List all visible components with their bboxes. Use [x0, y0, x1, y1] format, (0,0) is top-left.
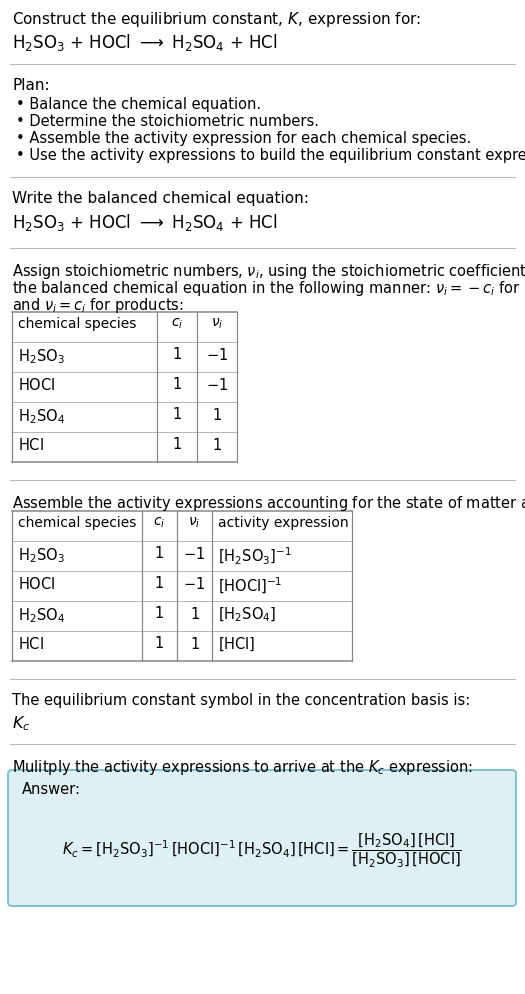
Text: $c_i$: $c_i$	[171, 317, 183, 331]
Text: $\nu_i$: $\nu_i$	[188, 516, 201, 531]
Text: $-1$: $-1$	[206, 377, 228, 393]
Text: Answer:: Answer:	[22, 782, 81, 797]
Text: $-1$: $-1$	[183, 576, 206, 592]
Text: • Assemble the activity expression for each chemical species.: • Assemble the activity expression for e…	[16, 131, 471, 146]
Text: $\mathrm{H_2SO_4}$: $\mathrm{H_2SO_4}$	[18, 606, 65, 624]
Text: chemical species: chemical species	[18, 516, 136, 530]
Text: $[\mathrm{H_2SO_4}]$: $[\mathrm{H_2SO_4}]$	[218, 606, 276, 624]
Text: Plan:: Plan:	[12, 78, 50, 93]
Text: $-1$: $-1$	[206, 347, 228, 363]
Text: $K_c$: $K_c$	[12, 714, 30, 733]
Text: 1: 1	[172, 437, 182, 452]
Text: 1: 1	[155, 636, 164, 651]
Text: 1: 1	[155, 546, 164, 561]
Text: Assemble the activity expressions accounting for the state of matter and $\nu_i$: Assemble the activity expressions accoun…	[12, 494, 525, 513]
Text: $\mathrm{H_2SO_3}$ + HOCl $\longrightarrow$ $\mathrm{H_2SO_4}$ + HCl: $\mathrm{H_2SO_3}$ + HOCl $\longrightarr…	[12, 32, 278, 53]
Text: $\nu_i$: $\nu_i$	[211, 317, 223, 331]
FancyBboxPatch shape	[8, 770, 516, 906]
Text: $\mathrm{H_2SO_3}$ + HOCl $\longrightarrow$ $\mathrm{H_2SO_4}$ + HCl: $\mathrm{H_2SO_3}$ + HOCl $\longrightarr…	[12, 212, 278, 233]
Text: the balanced chemical equation in the following manner: $\nu_i = -c_i$ for react: the balanced chemical equation in the fo…	[12, 279, 525, 298]
Text: $1$: $1$	[212, 437, 222, 453]
Text: $[\mathrm{HCl}]$: $[\mathrm{HCl}]$	[218, 636, 256, 653]
Text: and $\nu_i = c_i$ for products:: and $\nu_i = c_i$ for products:	[12, 296, 184, 315]
Text: $[\mathrm{H_2SO_3}]^{-1}$: $[\mathrm{H_2SO_3}]^{-1}$	[218, 546, 292, 568]
Text: $1$: $1$	[190, 636, 200, 652]
Text: 1: 1	[155, 576, 164, 591]
Text: Write the balanced chemical equation:: Write the balanced chemical equation:	[12, 191, 309, 206]
Text: $\mathrm{H_2SO_4}$: $\mathrm{H_2SO_4}$	[18, 407, 65, 425]
Text: Construct the equilibrium constant, $K$, expression for:: Construct the equilibrium constant, $K$,…	[12, 10, 422, 29]
Text: $1$: $1$	[190, 606, 200, 622]
Text: $K_c = [\mathrm{H_2SO_3}]^{-1}\,[\mathrm{HOCl}]^{-1}\,[\mathrm{H_2SO_4}]\,[\math: $K_c = [\mathrm{H_2SO_3}]^{-1}\,[\mathrm…	[62, 831, 462, 869]
Text: $c_i$: $c_i$	[153, 516, 166, 531]
Text: $\mathrm{H_2SO_3}$: $\mathrm{H_2SO_3}$	[18, 347, 65, 366]
Text: $1$: $1$	[212, 407, 222, 423]
Text: $-1$: $-1$	[183, 546, 206, 562]
Text: Mulitply the activity expressions to arrive at the $K_c$ expression:: Mulitply the activity expressions to arr…	[12, 758, 473, 777]
Text: 1: 1	[172, 407, 182, 422]
Text: The equilibrium constant symbol in the concentration basis is:: The equilibrium constant symbol in the c…	[12, 693, 470, 708]
Text: $\mathrm{H_2SO_3}$: $\mathrm{H_2SO_3}$	[18, 546, 65, 565]
Text: Assign stoichiometric numbers, $\nu_i$, using the stoichiometric coefficients, $: Assign stoichiometric numbers, $\nu_i$, …	[12, 262, 525, 281]
Text: • Use the activity expressions to build the equilibrium constant expression.: • Use the activity expressions to build …	[16, 148, 525, 163]
Text: $\mathrm{HCl}$: $\mathrm{HCl}$	[18, 636, 44, 652]
Text: $[\mathrm{HOCl}]^{-1}$: $[\mathrm{HOCl}]^{-1}$	[218, 576, 282, 596]
Text: $\mathrm{HCl}$: $\mathrm{HCl}$	[18, 437, 44, 453]
Text: 1: 1	[155, 606, 164, 621]
Text: • Balance the chemical equation.: • Balance the chemical equation.	[16, 97, 261, 112]
Text: 1: 1	[172, 377, 182, 392]
Text: • Determine the stoichiometric numbers.: • Determine the stoichiometric numbers.	[16, 114, 319, 129]
Text: chemical species: chemical species	[18, 317, 136, 331]
Text: $\mathrm{HOCl}$: $\mathrm{HOCl}$	[18, 576, 56, 592]
Text: $\mathrm{HOCl}$: $\mathrm{HOCl}$	[18, 377, 56, 393]
Text: 1: 1	[172, 347, 182, 362]
Text: activity expression: activity expression	[218, 516, 349, 530]
